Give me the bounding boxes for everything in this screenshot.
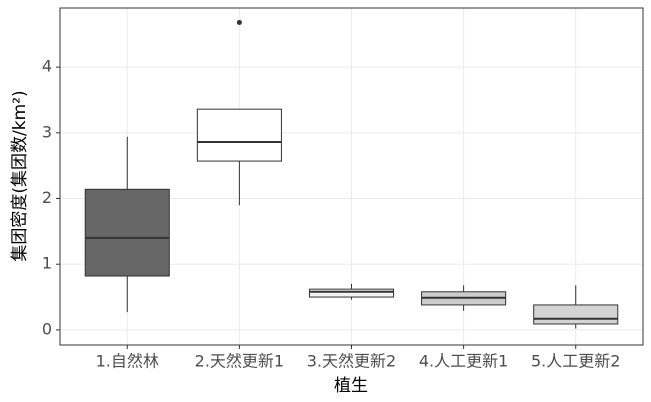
x-tick-label: 4.人工更新1	[419, 352, 508, 371]
y-tick-label: 2	[42, 188, 52, 207]
box	[308, 288, 395, 298]
marks	[84, 19, 619, 329]
y-tick-label: 0	[42, 319, 52, 338]
y-axis-title: 集团密度(集团数/km²)	[10, 90, 30, 261]
y-tick-label: 4	[42, 57, 52, 76]
x-tick-label: 3.天然更新2	[307, 352, 396, 371]
y-tick-label: 3	[42, 122, 52, 141]
x-tick-label: 2.天然更新1	[195, 352, 284, 371]
box	[84, 188, 170, 277]
x-axis-title: 植生	[334, 376, 368, 396]
x-tick-label: 1.自然林	[96, 352, 159, 371]
box	[533, 304, 619, 325]
x-tick-label: 5.人工更新2	[531, 352, 620, 371]
box	[196, 108, 282, 162]
outlier	[236, 19, 242, 25]
y-tick-label: 1	[42, 254, 52, 273]
